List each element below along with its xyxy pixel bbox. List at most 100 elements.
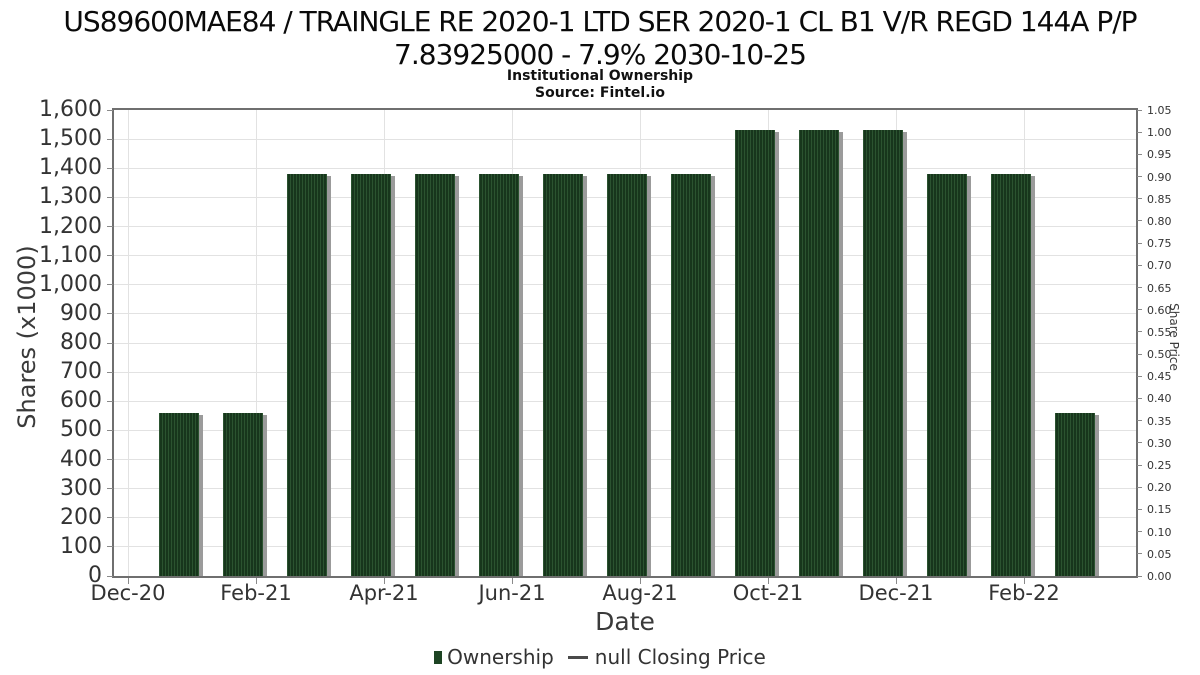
y-right-tick: [1137, 153, 1142, 155]
y-right-tick-label: 0.20: [1147, 481, 1172, 495]
h-gridline: [114, 167, 1136, 169]
y-left-tick-label: 1,600: [39, 97, 102, 122]
price-line-marker-icon: [567, 655, 588, 659]
ownership-bar: [735, 130, 775, 576]
y-right-tick-label: 0.50: [1147, 348, 1172, 362]
y-left-tick-label: 1,100: [39, 242, 102, 268]
chart-legend: Ownership null Closing Price: [0, 644, 1200, 670]
y-right-tick-label: 0.55: [1147, 325, 1172, 339]
x-tick: [768, 578, 769, 584]
y-right-tick: [1137, 109, 1142, 111]
y-left-tick: [107, 371, 113, 373]
y-right-tick: [1137, 420, 1142, 422]
y-left-tick: [107, 575, 113, 577]
y-right-tick-label: 1.05: [1147, 104, 1172, 117]
ownership-bar: [479, 174, 519, 576]
y-right-tick-label: 0.75: [1147, 237, 1172, 251]
chart-source: Source: Fintel.io: [535, 85, 665, 101]
y-right-tick-label: 0.00: [1147, 570, 1172, 583]
y-right-tick-label: 0.40: [1147, 392, 1172, 406]
y-left-tick-label: 900: [60, 300, 102, 326]
ownership-bar: [223, 412, 263, 576]
ownership-bar: [991, 174, 1031, 576]
y-left-tick: [107, 517, 113, 519]
x-tick-label: Feb-22: [988, 581, 1060, 605]
ownership-square-marker-icon: [434, 650, 443, 664]
y-right-tick: [1137, 442, 1142, 444]
y-right-tick: [1137, 131, 1142, 133]
y-left-tick-label: 1,400: [39, 155, 102, 181]
y-right-tick: [1137, 353, 1142, 355]
ownership-bar: [927, 174, 967, 576]
ownership-bar: [1055, 412, 1095, 576]
ownership-bar: [799, 130, 839, 576]
y-left-tick: [107, 226, 113, 227]
y-left-tick-label: 0: [88, 563, 102, 588]
y-left-tick-label: 100: [60, 533, 102, 559]
y-left-tick-label: 500: [60, 417, 102, 443]
x-tick: [512, 578, 513, 584]
x-tick-label: Oct-21: [732, 581, 804, 605]
y-right-tick-label: 0.70: [1147, 259, 1172, 273]
ownership-bar: [671, 174, 711, 576]
y-right-tick: [1137, 375, 1142, 377]
y-right-tick: [1137, 242, 1142, 244]
y-right-tick: [1137, 309, 1142, 311]
y-right-tick-label: 0.25: [1147, 459, 1172, 473]
y-right-tick-label: 0.45: [1147, 370, 1172, 384]
ownership-bar: [159, 412, 199, 576]
y-left-tick: [107, 313, 113, 315]
y-left-tick: [107, 255, 113, 257]
y-left-tick: [107, 167, 113, 169]
x-tick-label: Aug-21: [602, 581, 678, 605]
y-left-tick: [107, 488, 113, 490]
y-left-tick: [107, 138, 113, 140]
y-right-tick: [1137, 464, 1142, 466]
y-left-tick-label: 200: [60, 504, 102, 530]
y-right-tick-label: 0.15: [1147, 503, 1172, 517]
y-right-tick: [1137, 553, 1142, 555]
y-left-tick: [107, 546, 113, 548]
y-right-tick: [1137, 508, 1142, 510]
y-right-tick-label: 0.65: [1147, 281, 1172, 295]
x-tick-label: Dec-20: [90, 581, 166, 605]
chart-title-line2: 7.83925000 - 7.9% 2030-10-25: [394, 38, 807, 71]
y-left-tick-label: 1,200: [39, 213, 102, 239]
y-right-tick-label: 0.95: [1147, 148, 1172, 162]
x-tick: [256, 578, 257, 584]
x-tick-label: Feb-21: [220, 581, 292, 605]
x-tick: [896, 578, 897, 584]
y-left-tick: [107, 342, 113, 344]
y-right-tick-label: 1.00: [1147, 126, 1172, 140]
y-right-tick: [1137, 264, 1142, 266]
y-left-tick-label: 1,300: [39, 184, 102, 210]
y-right-tick: [1137, 331, 1142, 333]
y-left-tick: [107, 284, 113, 286]
x-tick: [384, 578, 385, 584]
y-left-tick: [107, 400, 113, 402]
plot-border: [112, 108, 1138, 578]
y-left-tick: [107, 109, 113, 111]
ownership-bar: [543, 174, 583, 576]
y-left-tick-label: 600: [60, 388, 102, 414]
legend-label-price: null Closing Price: [594, 645, 766, 669]
y-right-tick-label: 0.80: [1147, 214, 1172, 228]
ownership-bar: [351, 174, 391, 576]
y-left-tick-label: 1,000: [39, 271, 102, 297]
chart-subtitle: Institutional Ownership: [506, 68, 694, 84]
ownership-bar: [863, 130, 903, 576]
y-right-tick-label: 0.10: [1147, 525, 1172, 539]
y-right-tick: [1137, 486, 1142, 488]
ownership-bar: [415, 174, 455, 576]
legend-label-ownership: Ownership: [447, 645, 554, 669]
x-axis-title: Date: [595, 607, 655, 636]
v-gridline: [256, 110, 257, 576]
y-right-tick-label: 0.60: [1147, 303, 1172, 317]
y-right-tick-label: 0.30: [1147, 436, 1172, 450]
y-right-tick: [1137, 220, 1142, 222]
chart-title-line1: US89600MAE84 / TRAINGLE RE 2020-1 LTD SE…: [63, 5, 1137, 38]
v-gridline: [128, 110, 129, 576]
y-right-tick-label: 0.05: [1147, 547, 1172, 561]
x-tick-label: Dec-21: [858, 581, 934, 605]
y-right-tick-label: 0.90: [1147, 170, 1172, 184]
